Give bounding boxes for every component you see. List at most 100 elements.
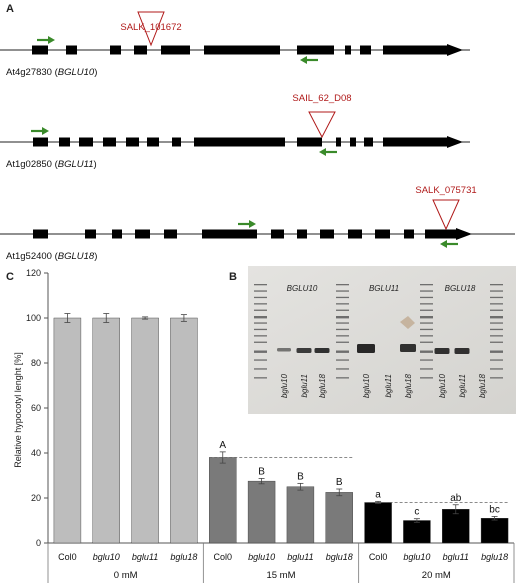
exon-block bbox=[85, 229, 96, 239]
gene-label: At4g27830 (BGLU10) bbox=[6, 67, 97, 78]
exon-block bbox=[271, 229, 284, 239]
group-label: 15 mM bbox=[266, 570, 295, 581]
exon-block bbox=[126, 137, 139, 147]
y-tick-label: 0 bbox=[36, 538, 41, 548]
gene-label-close: ) bbox=[94, 67, 97, 78]
gene-symbol: BGLU11 bbox=[58, 159, 94, 170]
ladder-band bbox=[490, 335, 503, 337]
gene-direction-arrow-icon bbox=[456, 228, 472, 240]
gene-symbol: BGLU18 bbox=[58, 251, 95, 262]
gel-lane-label: bglu10 bbox=[362, 373, 371, 398]
ladder-band bbox=[490, 309, 503, 311]
exon-block bbox=[194, 137, 285, 147]
ladder-band bbox=[490, 341, 503, 343]
category-label: bglu11 bbox=[443, 552, 469, 562]
gene-label: At1g02850 (BGLU11) bbox=[6, 159, 97, 170]
insertion-triangle-icon bbox=[432, 199, 460, 231]
exon-block bbox=[135, 229, 150, 239]
reverse-primer-arrow-icon bbox=[319, 148, 326, 156]
category-label: bglu10 bbox=[403, 552, 430, 562]
ladder-band bbox=[420, 296, 433, 299]
gel-lane-label: bglu10 bbox=[280, 373, 289, 398]
ladder-band bbox=[490, 322, 503, 324]
exon-block bbox=[297, 45, 334, 55]
significance-letter: B bbox=[297, 471, 304, 482]
ladder-band bbox=[336, 341, 349, 343]
ladder-band bbox=[490, 284, 503, 286]
ladder-band bbox=[420, 368, 433, 370]
exon-block bbox=[33, 137, 48, 147]
y-tick-label: 20 bbox=[31, 493, 41, 503]
category-label: bglu10 bbox=[248, 552, 275, 562]
ladder-band bbox=[336, 368, 349, 370]
panel-a-letter: A bbox=[6, 3, 14, 15]
y-tick-label: 40 bbox=[31, 448, 41, 458]
ladder-band bbox=[490, 328, 503, 331]
ladder-band bbox=[336, 335, 349, 337]
ladder-band bbox=[420, 316, 433, 319]
category-label: bglu18 bbox=[481, 552, 508, 562]
category-label: Col0 bbox=[369, 552, 388, 562]
ladder-band bbox=[490, 316, 503, 319]
ladder-band bbox=[490, 359, 503, 361]
gene-id: At4g27830 ( bbox=[6, 67, 59, 78]
category-label: bglu10 bbox=[93, 552, 120, 562]
category-label: Col0 bbox=[58, 552, 77, 562]
bar bbox=[209, 457, 237, 544]
gel-lane-label: bglu11 bbox=[300, 374, 309, 397]
exon-block bbox=[66, 45, 77, 55]
exon-block bbox=[103, 137, 116, 147]
reverse-primer-arrow-icon bbox=[440, 240, 447, 248]
ladder-band bbox=[420, 284, 433, 286]
exon-block bbox=[202, 229, 257, 239]
exon-block bbox=[32, 45, 48, 55]
ladder-band bbox=[420, 322, 433, 324]
gene-id: At1g02850 ( bbox=[6, 159, 59, 170]
gel-group-label: BGLU10 bbox=[287, 284, 318, 293]
exon-block bbox=[383, 137, 447, 147]
ladder-band bbox=[490, 290, 503, 292]
ladder-band bbox=[420, 290, 433, 292]
gel-group-label: BGLU11 bbox=[369, 284, 399, 293]
bar bbox=[247, 480, 276, 544]
ladder-band bbox=[254, 303, 267, 305]
significance-letter: a bbox=[375, 489, 381, 500]
exon-block bbox=[110, 45, 121, 55]
ladder-band bbox=[420, 350, 433, 353]
bar bbox=[364, 502, 392, 544]
exon-block bbox=[345, 45, 351, 55]
ladder-band bbox=[336, 309, 349, 311]
bar bbox=[92, 317, 120, 544]
bar bbox=[131, 317, 159, 544]
significance-letter: B bbox=[336, 477, 343, 488]
significance-letter: ab bbox=[450, 493, 462, 504]
exon-block bbox=[336, 137, 341, 147]
gel-band bbox=[277, 348, 291, 352]
ladder-band bbox=[490, 296, 503, 299]
gel-band bbox=[357, 344, 375, 353]
insertion-triangle-icon bbox=[308, 111, 336, 139]
gel-smear bbox=[400, 316, 415, 329]
ladder-band bbox=[254, 309, 267, 311]
bar bbox=[403, 520, 431, 544]
gel-band bbox=[454, 348, 470, 354]
gel-band bbox=[434, 348, 450, 354]
ladder-band bbox=[336, 284, 349, 286]
ladder-band bbox=[490, 303, 503, 305]
exon-block bbox=[297, 229, 307, 239]
bar bbox=[170, 317, 198, 544]
exon-block bbox=[161, 45, 190, 55]
significance-letter: bc bbox=[489, 504, 500, 515]
exon-block bbox=[404, 229, 414, 239]
insertion-triangle-icon bbox=[137, 11, 165, 47]
group-label: 0 mM bbox=[114, 570, 138, 581]
ladder-band bbox=[254, 322, 267, 324]
bar bbox=[442, 509, 470, 544]
gene-id: At1g52400 ( bbox=[6, 251, 59, 262]
reverse-primer-arrow-icon bbox=[300, 56, 307, 64]
ladder-band bbox=[420, 309, 433, 311]
bar bbox=[480, 518, 509, 544]
exon-block bbox=[59, 137, 70, 147]
exon-block bbox=[350, 137, 356, 147]
